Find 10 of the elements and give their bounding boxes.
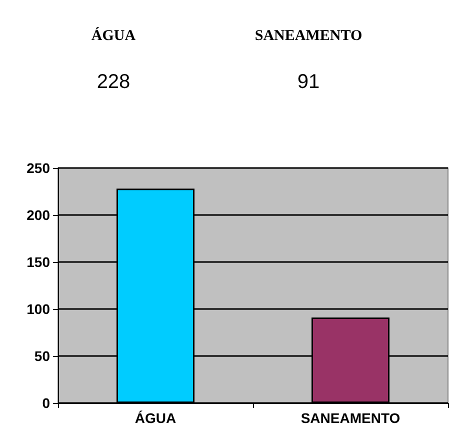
- category-label: SANEAMENTO: [254, 28, 362, 44]
- y-tick-label: 100: [26, 301, 50, 317]
- y-tick-label: 0: [42, 395, 50, 411]
- y-tick-label: 250: [26, 160, 50, 176]
- y-tick-label: 150: [26, 254, 50, 270]
- data-label: 91: [297, 71, 320, 93]
- data-label: 228: [96, 71, 130, 93]
- y-tick-label: 200: [26, 207, 50, 223]
- y-tick-label: 50: [34, 348, 50, 364]
- category-label: ÁGUA: [91, 28, 136, 44]
